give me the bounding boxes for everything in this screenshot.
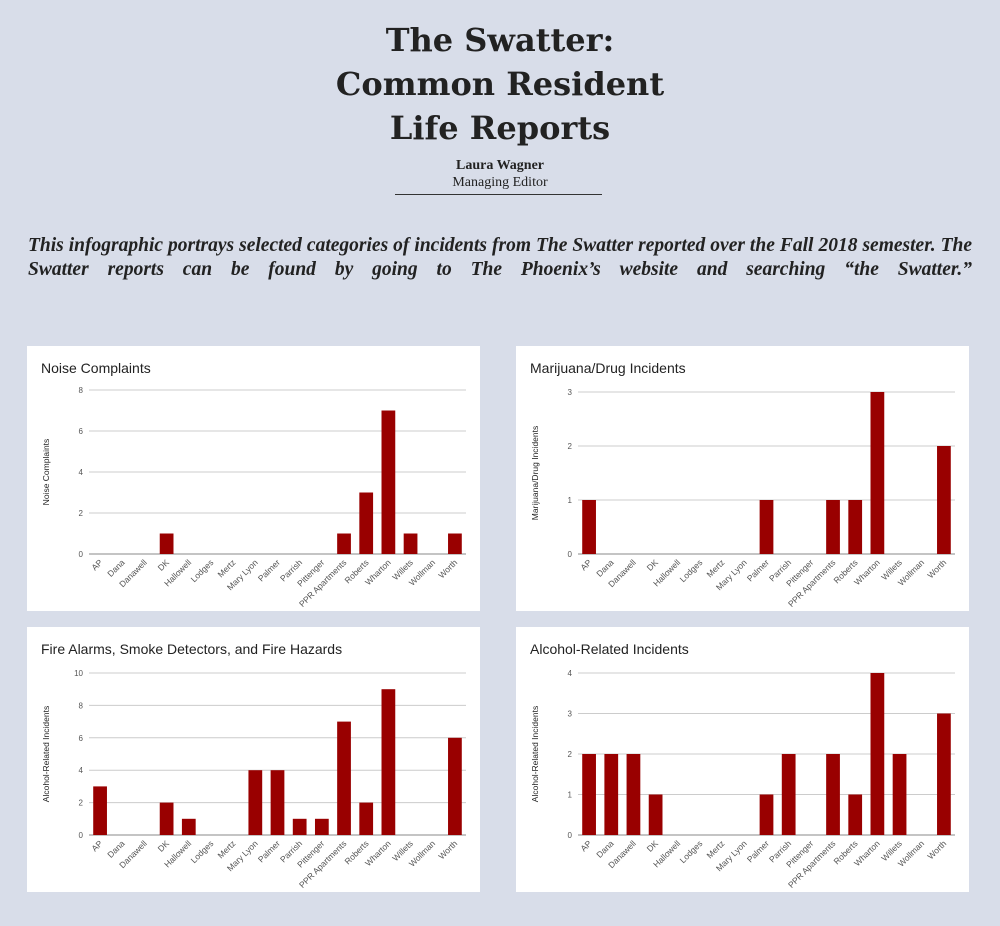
bar	[937, 446, 951, 554]
bar	[937, 713, 951, 835]
y-axis-title: Alcohol-Related Incidents	[530, 706, 540, 802]
bar	[337, 721, 351, 835]
chart-title: Alcohol-Related Incidents	[530, 641, 689, 657]
bar	[270, 770, 285, 835]
bar	[604, 754, 619, 835]
x-tick-label: DK	[645, 838, 661, 854]
chart-panel-noise: Noise Complaints 0 2 4 6 8 Noise Complaints AP…	[27, 346, 480, 611]
chart-panel-drug: Marijuana/Drug Incidents 0 1 2 3 Marijuana/D…	[516, 346, 969, 611]
page-title: The Swatter: Common Resident Life Report…	[0, 18, 1000, 150]
author-role: Managing Editor	[452, 175, 548, 190]
bar	[448, 737, 462, 835]
intro-paragraph: This infographic portrays selected categ…	[28, 235, 972, 280]
bar	[359, 492, 374, 554]
chart-title: Fire Alarms, Smoke Detectors, and Fire H…	[41, 641, 343, 657]
y-tick-label: 1	[568, 496, 573, 505]
x-tick-label: AP	[578, 557, 593, 572]
x-tick-label: DK	[156, 557, 172, 573]
x-tick-label: Lodges	[189, 838, 216, 865]
bar	[870, 673, 885, 835]
chart-panel-fire: Fire Alarms, Smoke Detectors, and Fire H…	[27, 627, 480, 892]
y-tick-label: 0	[79, 831, 84, 840]
y-tick-label: 2	[568, 442, 573, 451]
x-tick-label: DK	[156, 838, 172, 854]
bar	[159, 533, 174, 554]
y-axis-title: Marijuana/Drug Incidents	[530, 426, 540, 521]
y-axis-title: Alcohol-Related Incidents	[41, 706, 51, 802]
title-line-2: Common Resident	[335, 65, 665, 103]
x-tick-label: Worth	[436, 838, 459, 861]
bar	[826, 754, 840, 835]
bar	[403, 533, 418, 554]
chart-panel-alcohol: Alcohol-Related Incidents 0 1 2 3 4 Alcohol-R…	[516, 627, 969, 892]
bar	[181, 818, 196, 835]
bar	[248, 770, 263, 835]
x-tick-label: AP	[578, 838, 593, 853]
y-tick-label: 4	[79, 766, 84, 775]
y-tick-label: 0	[79, 550, 84, 559]
y-tick-label: 3	[568, 710, 573, 719]
bar	[159, 802, 174, 835]
x-tick-label: Lodges	[678, 838, 705, 865]
bar	[626, 754, 641, 835]
bar	[826, 500, 840, 554]
bar	[314, 818, 329, 835]
bar	[892, 754, 907, 835]
bar	[848, 794, 863, 835]
y-tick-label: 0	[568, 831, 573, 840]
y-tick-label: 0	[568, 550, 573, 559]
y-axis-title: Noise Complaints	[41, 439, 51, 506]
x-tick-label: Lodges	[189, 557, 216, 584]
y-tick-label: 2	[79, 799, 84, 808]
y-tick-label: 2	[568, 750, 573, 759]
bar	[359, 802, 374, 835]
bar	[381, 410, 396, 554]
bar	[848, 500, 863, 554]
bar	[781, 754, 796, 835]
bar	[582, 754, 596, 835]
y-tick-label: 3	[568, 388, 573, 397]
x-tick-label: DK	[645, 557, 661, 573]
bar	[93, 786, 107, 835]
bar	[759, 794, 774, 835]
title-divider	[395, 194, 602, 195]
x-tick-label: Palmer	[745, 838, 771, 864]
y-tick-label: 4	[568, 669, 573, 678]
x-tick-label: Lodges	[678, 557, 705, 584]
x-tick-label: Worth	[436, 557, 459, 580]
chart-title: Noise Complaints	[41, 360, 151, 376]
y-tick-label: 4	[79, 468, 84, 477]
title-line-3: Life Reports	[389, 109, 611, 147]
x-tick-label: Worth	[925, 838, 948, 861]
bar	[381, 689, 396, 835]
y-tick-label: 2	[79, 509, 84, 518]
author-name: Laura Wagner	[455, 158, 545, 173]
y-tick-label: 8	[79, 386, 84, 395]
x-tick-label: Worth	[925, 557, 948, 580]
bar	[870, 392, 885, 554]
x-tick-label: Palmer	[256, 838, 282, 864]
bar	[337, 533, 351, 554]
x-tick-label: Palmer	[256, 557, 282, 583]
bar	[292, 818, 307, 835]
bar	[582, 500, 596, 554]
y-tick-label: 6	[79, 427, 84, 436]
bar	[759, 500, 774, 554]
y-tick-label: 10	[74, 669, 83, 678]
x-tick-label: AP	[89, 838, 104, 853]
x-tick-label: Palmer	[745, 557, 771, 583]
x-tick-label: AP	[89, 557, 104, 572]
y-tick-label: 1	[568, 791, 573, 800]
chart-title: Marijuana/Drug Incidents	[530, 360, 686, 376]
bar	[448, 533, 462, 554]
y-tick-label: 6	[79, 734, 84, 743]
y-tick-label: 8	[79, 701, 84, 710]
title-line-1: The Swatter:	[385, 21, 615, 59]
bar	[648, 794, 663, 835]
